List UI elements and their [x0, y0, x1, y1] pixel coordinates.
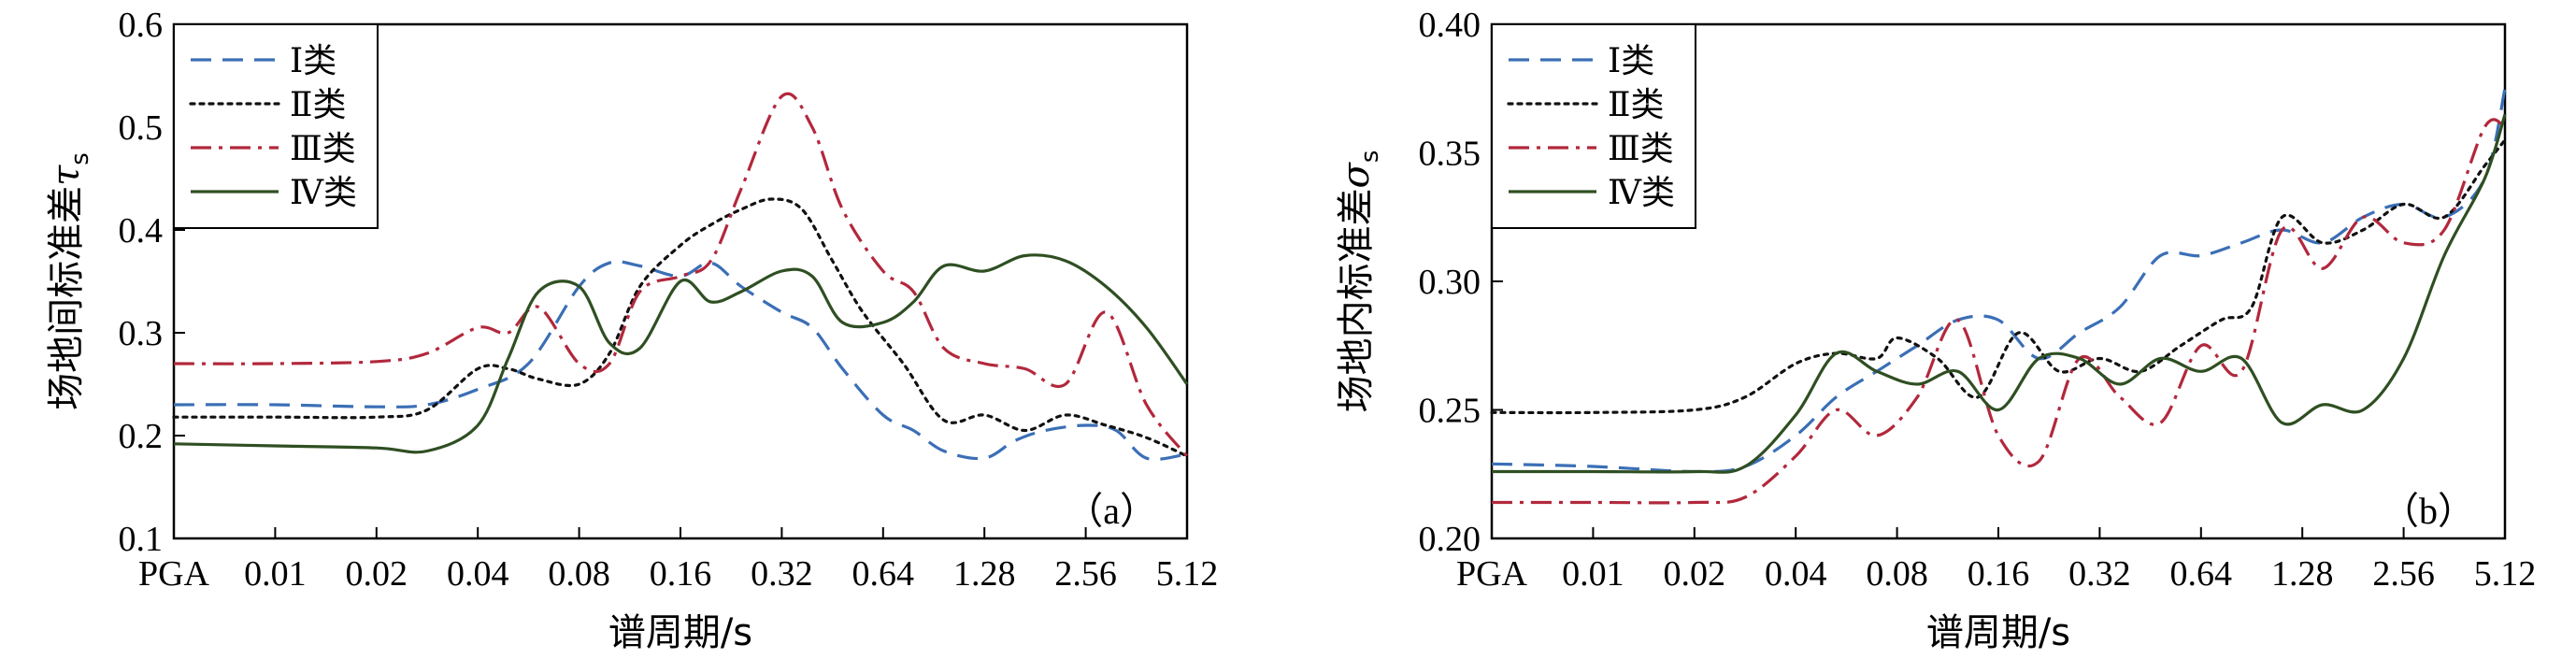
x-tick-label: 2.56: [1054, 554, 1117, 594]
y-axis-label-main: 场地间标准差: [45, 186, 88, 410]
x-tick-label: 0.32: [2068, 554, 2131, 594]
x-tick-label: PGA: [1456, 554, 1528, 594]
x-tick-label: 1.28: [953, 554, 1016, 594]
legend-label: Ⅳ类: [290, 174, 357, 212]
y-tick-label: 0.20: [1419, 520, 1481, 559]
y-axis-label-symbol: τ: [45, 165, 88, 186]
legend-box: [1491, 23, 1696, 229]
series-line-2: [172, 197, 1189, 458]
y-axis-label: 场地间标准差τs: [45, 152, 94, 410]
x-axis-label: 谱周期/s: [1926, 611, 2070, 654]
y-axis-label-symbol: σ: [1335, 161, 1378, 188]
x-tick-label: 0.02: [346, 554, 408, 594]
y-tick-label: 0.40: [1419, 6, 1481, 45]
x-tick-label: 2.56: [2372, 554, 2435, 594]
x-tick-label: 0.08: [1866, 554, 1928, 594]
x-tick-label: 5.12: [2474, 554, 2537, 594]
y-tick-label: 0.30: [1419, 263, 1481, 302]
series-line-3: [173, 92, 1189, 458]
y-tick-label: 0.3: [119, 314, 164, 353]
x-tick-label: 1.28: [2271, 554, 2334, 594]
y-axis-label-sub: s: [66, 152, 94, 165]
series-line-1: [1491, 88, 2507, 474]
legend-label: Ⅲ类: [1608, 130, 1674, 168]
x-tick-label: 0.08: [548, 554, 610, 594]
x-tick-label: 5.12: [1156, 554, 1219, 594]
svg-text:场地间标准差τs: 场地间标准差τs: [45, 152, 94, 410]
x-tick-label: 0.32: [751, 554, 813, 594]
x-tick-label: 0.04: [1765, 554, 1827, 594]
y-axis-label-main: 场地内标准差: [1335, 188, 1378, 412]
legend-box: [173, 23, 379, 229]
y-tick-label: 0.25: [1419, 392, 1481, 431]
series-line-4: [173, 253, 1189, 454]
legend-label: Ⅰ类: [1608, 42, 1654, 80]
x-tick-label: 0.01: [244, 554, 307, 594]
x-tick-label: 0.02: [1664, 554, 1726, 594]
x-tick-label: 0.04: [447, 554, 509, 594]
chart-panel-a: 0.1 0.2 0.3 0.4 0.5 0.6 PGA 0.01 0.02 0.04 0.08 0.…: [45, 6, 1218, 654]
x-tick-label: 0.16: [650, 554, 712, 594]
x-tick-label: PGA: [138, 554, 210, 594]
y-tick-label: 0.6: [119, 6, 164, 45]
panel-label: （a）: [1066, 490, 1157, 532]
series-line-4: [1491, 113, 2507, 474]
legend-label: Ⅰ类: [290, 42, 336, 80]
x-axis-label: 谱周期/s: [608, 611, 752, 654]
x-tick-label: 0.64: [2170, 554, 2233, 594]
series-line-1: [173, 260, 1188, 461]
legend-label: Ⅲ类: [290, 130, 356, 168]
y-tick-label: 0.2: [119, 417, 164, 456]
y-tick-label: 0.5: [119, 108, 164, 148]
x-tick-label: 0.16: [1968, 554, 2030, 594]
y-axis-label-sub: s: [1356, 150, 1384, 164]
svg-text:场地内标准差σs: 场地内标准差σs: [1335, 150, 1384, 413]
y-tick-label: 0.4: [119, 211, 164, 251]
chart-panel-b: 0.20 0.25 0.30 0.35 0.40 PGA 0.01 0.02 0.04 0.08…: [1335, 6, 2536, 654]
legend-label: Ⅱ类: [1608, 86, 1664, 124]
legend-label: Ⅳ类: [1608, 174, 1675, 212]
legend-label: Ⅱ类: [290, 86, 346, 124]
y-tick-label: 0.1: [119, 520, 164, 559]
series-line-2: [1490, 138, 2507, 415]
x-tick-label: 0.01: [1562, 554, 1624, 594]
y-tick-label: 0.35: [1419, 135, 1481, 174]
x-tick-label: 0.64: [852, 554, 915, 594]
y-axis-label: 场地内标准差σs: [1335, 150, 1384, 413]
panel-label: （b）: [2382, 490, 2475, 532]
